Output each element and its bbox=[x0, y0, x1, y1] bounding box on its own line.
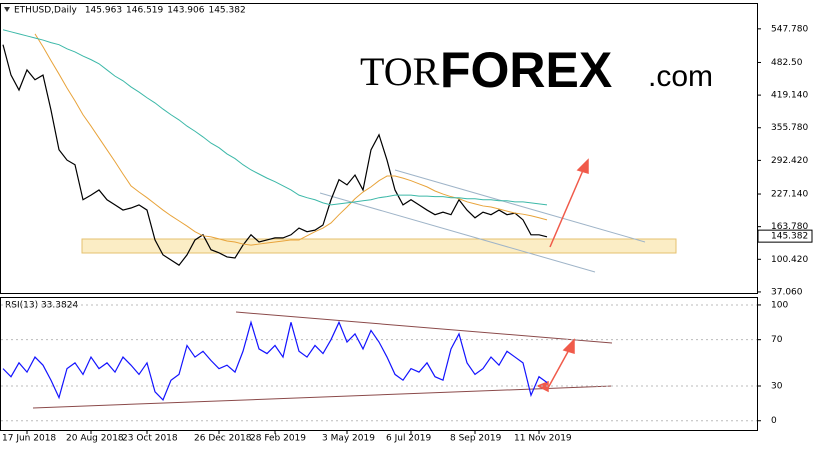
chart-header: ETHUSD,Daily bbox=[14, 6, 77, 16]
y-tick-label: 547.780 bbox=[771, 24, 808, 34]
y-tick-label: 292.420 bbox=[771, 156, 808, 166]
logo: TOR FOREX .com bbox=[360, 42, 713, 98]
last-price-box bbox=[757, 229, 813, 243]
y-tick-label: 37.060 bbox=[771, 287, 803, 297]
channel-line bbox=[319, 192, 596, 273]
x-tick-label: 6 Jul 2019 bbox=[386, 434, 431, 444]
x-tick-label: 28 Feb 2019 bbox=[250, 434, 306, 444]
trend-line bbox=[32, 385, 613, 409]
x-tick-label: 11 Nov 2019 bbox=[514, 434, 572, 444]
series-line bbox=[2, 29, 548, 206]
header-value: 146.519 bbox=[126, 6, 163, 16]
trend-line bbox=[235, 311, 613, 344]
x-tick-label: 20 Aug 2018 bbox=[66, 434, 124, 444]
logo-forex: FOREX bbox=[440, 42, 612, 98]
x-tick-label: 26 Dec 2018 bbox=[194, 434, 252, 444]
series-line bbox=[34, 33, 548, 246]
y-tick-label: 163.780 bbox=[771, 222, 808, 232]
channel-line bbox=[394, 169, 646, 243]
rsi-panel bbox=[0, 297, 758, 431]
support-zone bbox=[81, 238, 677, 254]
price-panel bbox=[0, 3, 758, 294]
forecast-arrows bbox=[536, 158, 589, 393]
x-tick-label: 17 Jun 2018 bbox=[2, 434, 56, 444]
y-tick-label: 482.50 bbox=[771, 58, 803, 68]
y-tick-label: 419.140 bbox=[771, 91, 808, 101]
x-tick-label: 3 May 2019 bbox=[322, 434, 375, 444]
x-tick-label: 8 Sep 2019 bbox=[450, 434, 502, 444]
header-value: 143.906 bbox=[167, 6, 204, 16]
logo-com: .com bbox=[648, 60, 713, 93]
y-tick-label: 100 bbox=[771, 300, 788, 310]
y-tick-label: 0 bbox=[771, 416, 777, 426]
series-line bbox=[2, 44, 548, 266]
y-tick-label: 100.420 bbox=[771, 255, 808, 265]
rsi-title: RSI(13) 33.3824 bbox=[5, 301, 78, 311]
series-line bbox=[2, 320, 548, 401]
header-value: 145.382 bbox=[208, 6, 245, 16]
y-tick-label: 70 bbox=[771, 335, 783, 345]
logo-tor: TOR bbox=[360, 49, 440, 94]
last-price-label: 145.382 bbox=[771, 232, 808, 242]
x-tick-label: 23 Oct 2018 bbox=[122, 434, 178, 444]
y-tick-label: 355.780 bbox=[771, 123, 808, 133]
menu-icon[interactable] bbox=[4, 7, 10, 12]
y-tick-label: 30 bbox=[771, 382, 783, 392]
header-value: 145.963 bbox=[85, 6, 122, 16]
y-tick-label: 227.140 bbox=[771, 190, 808, 200]
